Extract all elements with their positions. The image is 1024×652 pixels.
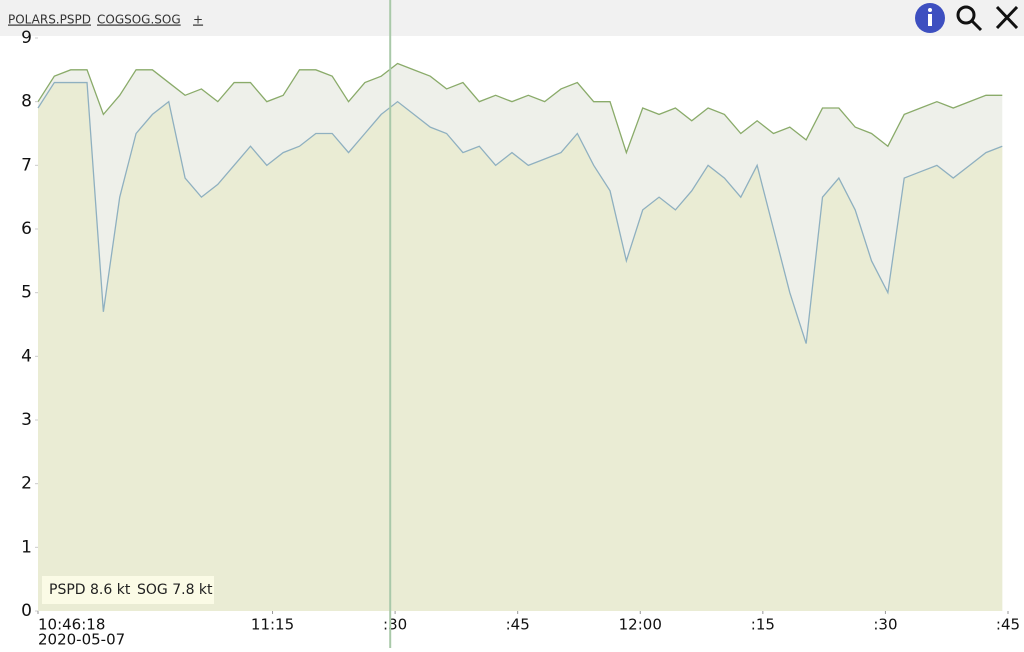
x-tick-label: :30 bbox=[873, 616, 897, 634]
tab[interactable]: POLARS.PSPD bbox=[8, 13, 91, 27]
tab[interactable]: + bbox=[193, 13, 203, 27]
x-tick-label: 10:46:18 bbox=[38, 616, 105, 634]
y-tick-label: 5 bbox=[21, 283, 32, 303]
y-tick-label: 2 bbox=[21, 474, 32, 494]
y-tick-label: 0 bbox=[21, 601, 32, 621]
x-tick-label: :45 bbox=[506, 616, 530, 634]
y-tick-label: 7 bbox=[21, 155, 32, 175]
y-tick-label: 3 bbox=[21, 410, 32, 430]
tab[interactable]: COGSOG.SOG bbox=[97, 13, 181, 27]
toolbar bbox=[0, 0, 1024, 36]
series-line bbox=[37, 62, 1003, 155]
readout: SOG 7.8 kt bbox=[137, 582, 213, 598]
y-tick-label: 9 bbox=[21, 28, 32, 48]
y-tick-label: 8 bbox=[21, 92, 32, 112]
readout-box bbox=[42, 576, 214, 604]
y-tick-label: 1 bbox=[21, 537, 32, 557]
y-tick-label: 4 bbox=[21, 346, 32, 366]
x-date-label: 2020-05-07 bbox=[38, 631, 125, 649]
x-tick-label: 12:00 bbox=[619, 616, 662, 634]
info-button[interactable] bbox=[915, 3, 945, 33]
y-tick-label: 6 bbox=[21, 219, 32, 239]
series-line bbox=[37, 81, 1003, 344]
x-tick-label: :30 bbox=[383, 616, 407, 634]
readout: PSPD 8.6 kt bbox=[49, 582, 131, 598]
plot: 0 1 2 3 4 5 6 7 8 9 10:46:18 11:15 :30 :45 12:00 :15 :30… bbox=[21, 0, 1020, 648]
zoom-button[interactable] bbox=[956, 5, 983, 32]
x-tick-label: :15 bbox=[751, 616, 775, 634]
area-fill bbox=[38, 82, 1003, 612]
close-button[interactable] bbox=[995, 5, 1019, 30]
x-tick-label: :45 bbox=[996, 616, 1020, 634]
x-tick-label: 11:15 bbox=[251, 616, 294, 634]
